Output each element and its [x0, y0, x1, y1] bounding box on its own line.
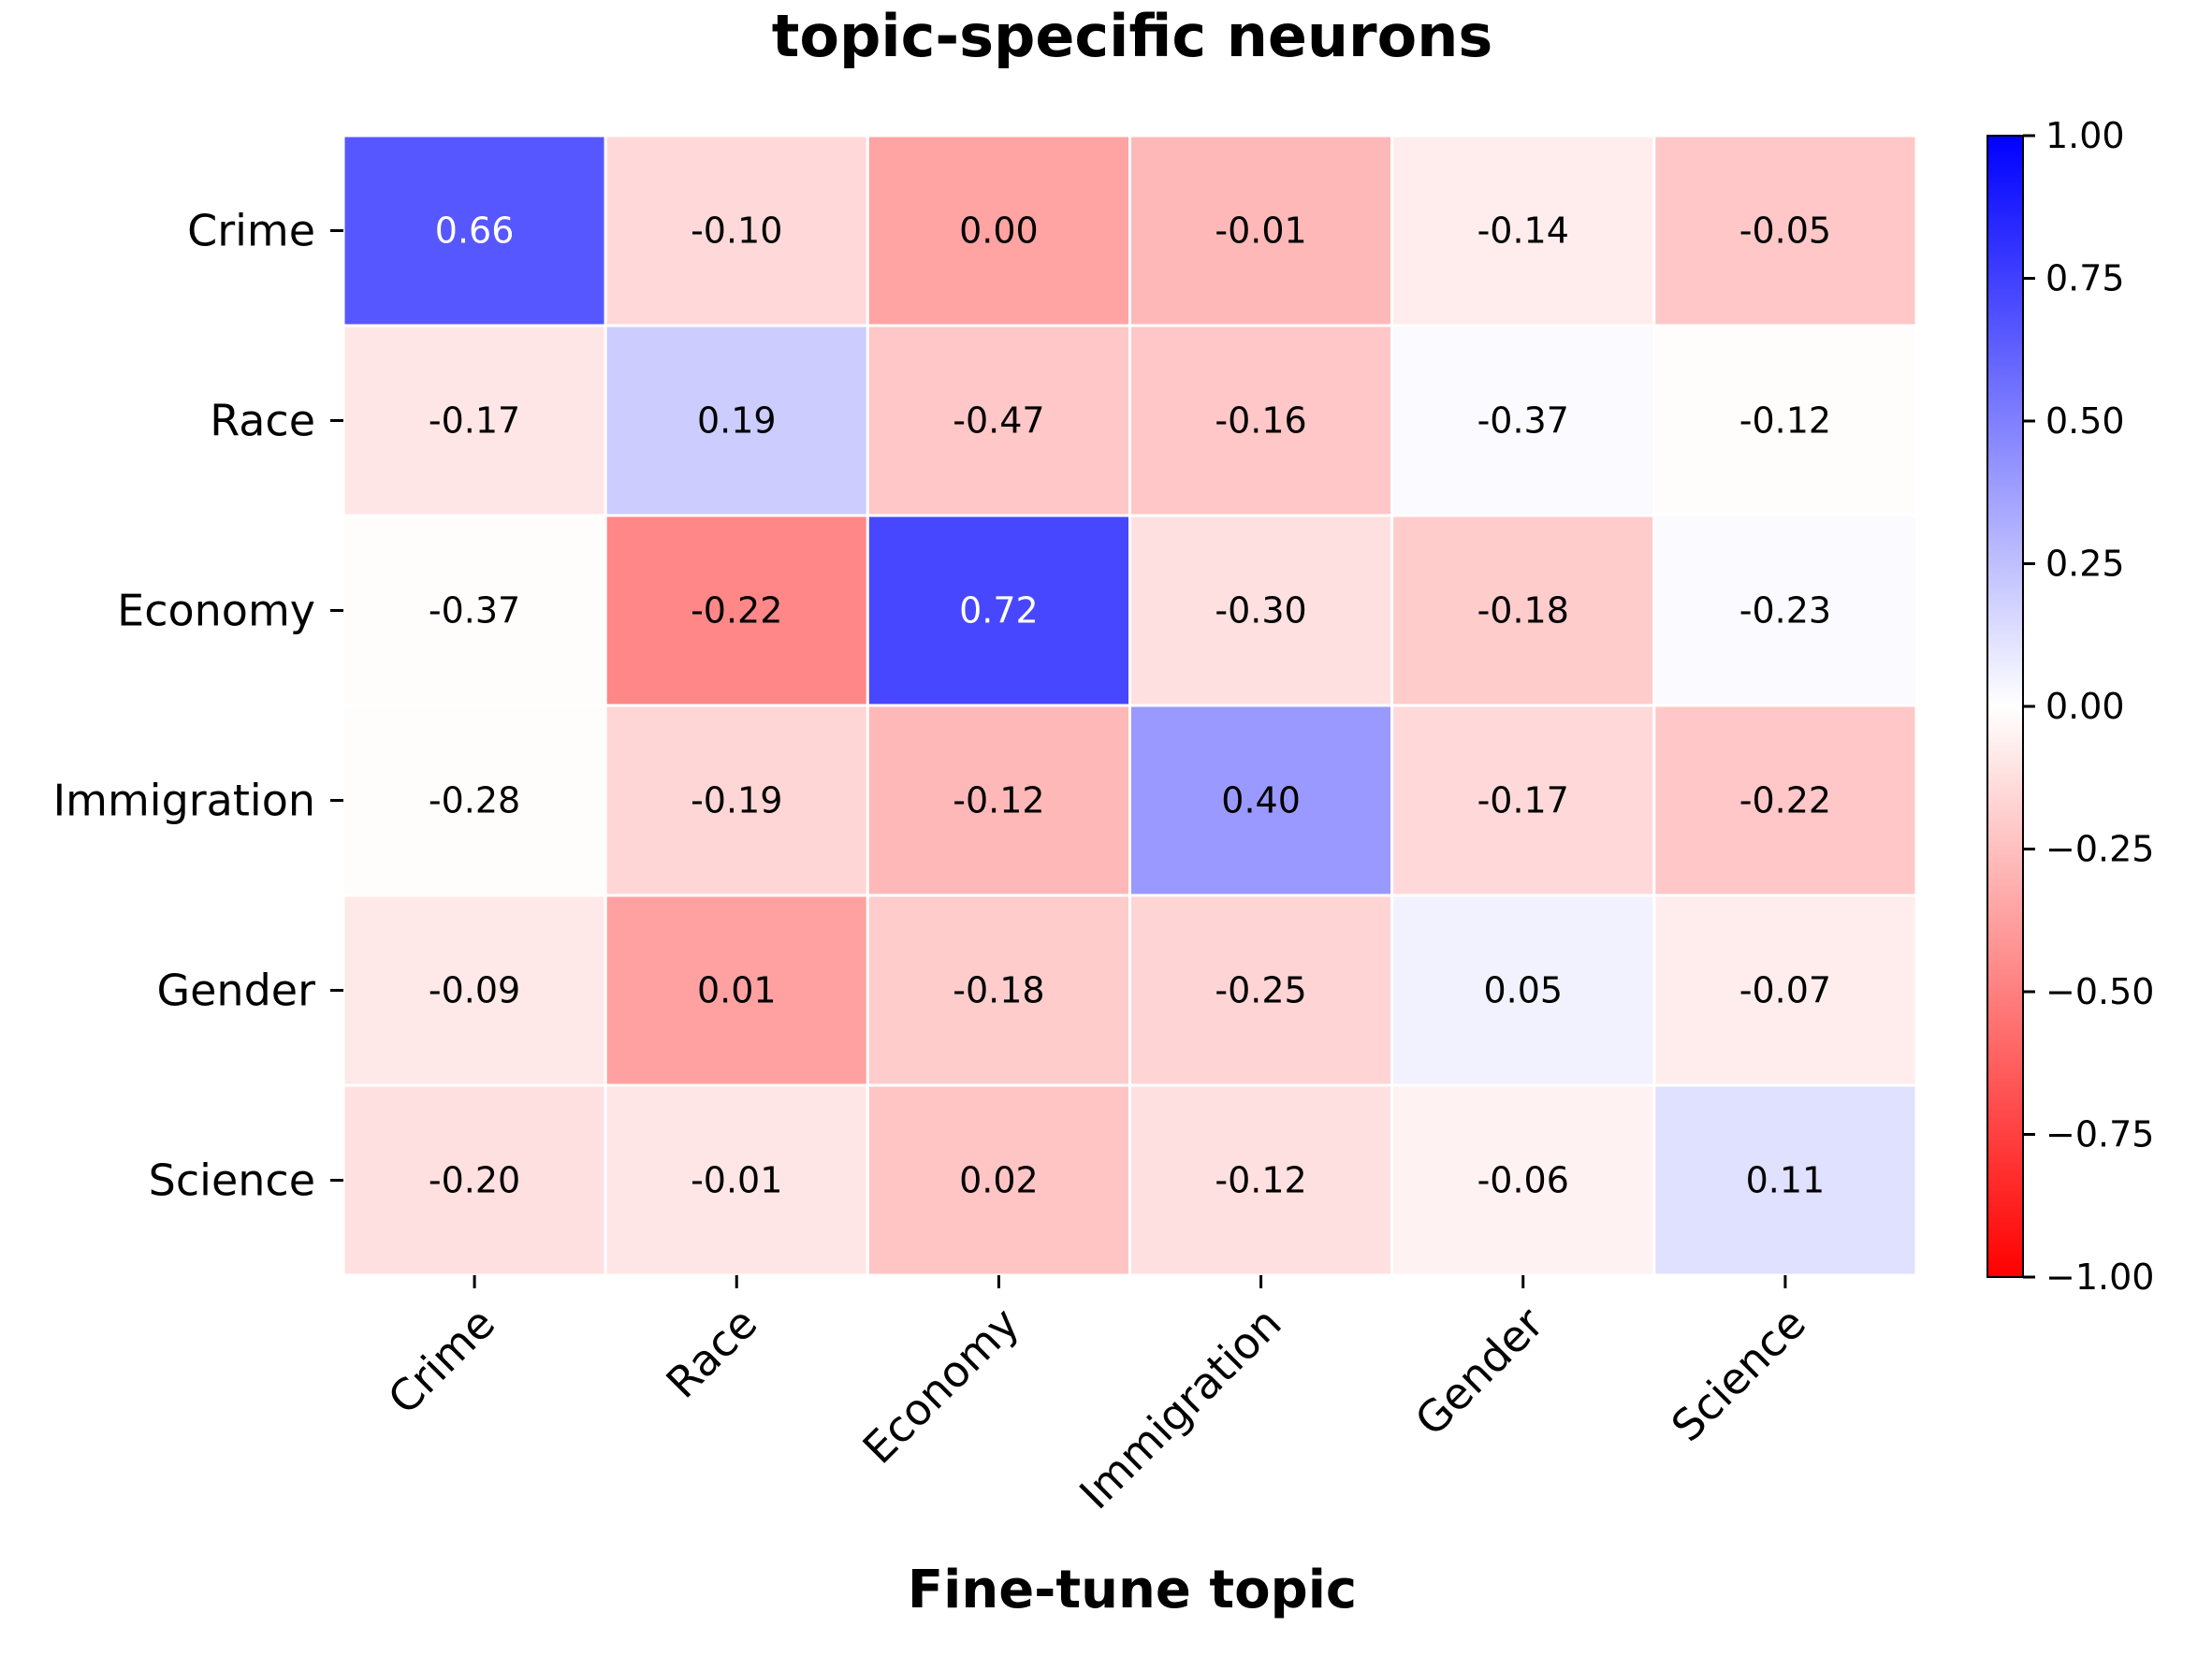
heatmap-cell [1390, 1083, 1656, 1277]
y-tick-label: Race [210, 396, 315, 446]
heatmap-cell [1652, 1083, 1918, 1277]
cell-value-label: -0.12 [1739, 400, 1831, 442]
cell-value-label: -0.25 [1215, 970, 1306, 1011]
cell-value-label: -0.19 [691, 780, 782, 821]
cell-value-label: -0.17 [429, 400, 520, 442]
heatmap-cell [1390, 514, 1656, 707]
colorbar-tick-label: −1.00 [2045, 1257, 2154, 1298]
cell-value-label: -0.01 [691, 1160, 782, 1201]
colorbar-ticks: 1.00 0.75 0.50 0.25 0.00 −0.25 −0.50 −0.75 −1.00 [2023, 115, 2154, 1298]
cell-value-label: 0.66 [435, 211, 515, 252]
x-tick-label: Immigration [1070, 1298, 1290, 1518]
heatmap-cell [1128, 704, 1394, 897]
heatmap-cell [1652, 324, 1918, 517]
colorbar-tick-label: −0.25 [2045, 829, 2154, 870]
heatmap-cell [342, 704, 607, 897]
heatmap-cell [1128, 514, 1394, 707]
x-tick-label: Science [1662, 1298, 1815, 1451]
cell-value-label: 0.19 [697, 400, 777, 442]
heatmap-cell [1390, 704, 1656, 897]
heatmap-cell [1652, 893, 1918, 1087]
colorbar-tick-label: 0.25 [2045, 544, 2125, 585]
heatmap-cell [604, 514, 869, 707]
y-tick-label: Immigration [53, 776, 315, 826]
cell-value-label: -0.10 [691, 211, 782, 252]
heatmap-cell [1390, 134, 1656, 327]
heatmap-cell [342, 134, 607, 327]
colorbar-tick-label: 0.75 [2045, 258, 2125, 299]
heatmap-cell [342, 514, 607, 707]
x-tick-label: Crime [378, 1298, 504, 1424]
colorbar-tick-label: 0.50 [2045, 400, 2125, 442]
y-tick-label: Economy [117, 586, 315, 636]
heatmap-cell [1652, 704, 1918, 897]
cell-value-label: 0.11 [1746, 1160, 1826, 1201]
cell-value-label: 0.40 [1221, 780, 1301, 821]
cell-value-label: -0.06 [1477, 1160, 1569, 1201]
heatmap-cell [1128, 134, 1394, 327]
chart-title: topic-specific neurons [772, 2, 1493, 70]
cell-value-label: -0.17 [1477, 780, 1569, 821]
y-tick-label: Crime [187, 206, 315, 256]
heatmap-cell [1128, 893, 1394, 1087]
heatmap-cell [342, 1083, 607, 1277]
cell-value-label: 0.05 [1483, 970, 1563, 1011]
heatmap-cell [604, 134, 869, 327]
heatmap-cell [866, 893, 1131, 1087]
x-axis-label: Fine-tune topic [908, 1560, 1357, 1620]
cell-value-label: -0.30 [1215, 590, 1306, 632]
cell-value-label: -0.18 [953, 970, 1044, 1011]
colorbar-tick-label: −0.50 [2045, 971, 2154, 1012]
heatmap-cell [1652, 134, 1918, 327]
cell-value-label: 0.02 [959, 1160, 1039, 1201]
cell-value-label: -0.22 [691, 590, 782, 632]
colorbar-tick-label: −0.75 [2045, 1114, 2154, 1155]
cell-value-label: -0.37 [1477, 400, 1569, 442]
heatmap-cell [604, 324, 869, 517]
heatmap-cell [866, 134, 1131, 327]
cell-value-label: -0.18 [1477, 590, 1569, 632]
heatmap-cell [866, 704, 1131, 897]
heatmap-cell-labels: 0.66 -0.10 0.00 -0.01 -0.14 -0.05 -0.17 0.19 -0.… [429, 211, 1831, 1201]
cell-value-label: -0.07 [1739, 970, 1831, 1011]
colorbar-tick-label: 0.00 [2045, 686, 2125, 727]
heatmap-cell [1390, 893, 1656, 1087]
cell-value-label: -0.23 [1739, 590, 1831, 632]
cell-value-label: -0.12 [1215, 1160, 1306, 1201]
cell-value-label: -0.12 [953, 780, 1044, 821]
x-tick-label: Race [656, 1298, 766, 1408]
heatmap-cell [1652, 514, 1918, 707]
y-axis: Crime Race Economy Immigration Gender Science [53, 206, 343, 1206]
cell-value-label: -0.37 [429, 590, 520, 632]
cell-value-label: -0.22 [1739, 780, 1831, 821]
x-tick-label: Economy [853, 1298, 1029, 1474]
x-tick-label: Gender [1405, 1298, 1553, 1445]
cell-value-label: 0.00 [959, 211, 1039, 252]
y-tick-label: Science [149, 1155, 315, 1206]
cell-value-label: -0.47 [953, 400, 1044, 442]
cell-value-label: 0.01 [697, 970, 777, 1011]
heatmap-cells [342, 134, 1918, 1277]
colorbar-tick-label: 1.00 [2045, 115, 2125, 156]
heatmap-cell [342, 893, 607, 1087]
heatmap-cell [1128, 324, 1394, 517]
cell-value-label: -0.20 [429, 1160, 520, 1201]
cell-value-label: 0.72 [959, 590, 1039, 632]
cell-value-label: -0.05 [1739, 211, 1831, 252]
cell-value-label: -0.14 [1477, 211, 1569, 252]
cell-value-label: -0.16 [1215, 400, 1306, 442]
colorbar [1986, 135, 2024, 1278]
y-tick-label: Gender [156, 966, 315, 1016]
cell-value-label: -0.01 [1215, 211, 1306, 252]
heatmap-cell [604, 704, 869, 897]
x-axis: Crime Race Economy Immigration Gender Science [378, 1275, 1815, 1518]
cell-value-label: -0.28 [429, 780, 520, 821]
cell-value-label: -0.09 [429, 970, 520, 1011]
